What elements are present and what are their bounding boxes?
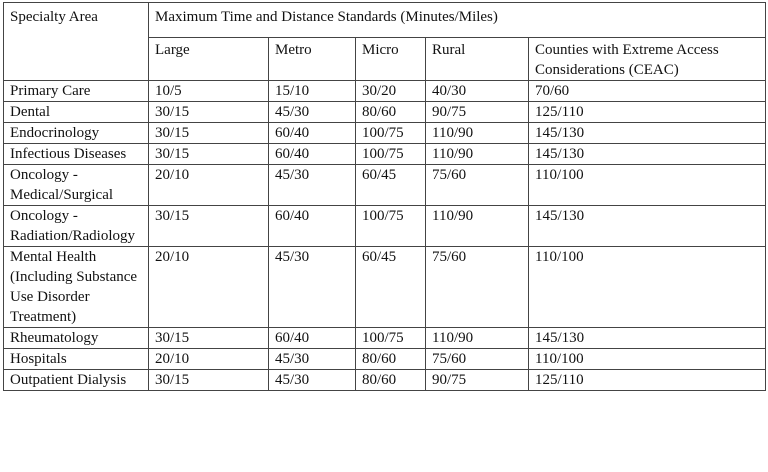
standard-cell: 30/15	[148, 122, 269, 144]
standard-cell: 110/90	[425, 143, 529, 165]
specialty-cell: Rheumatology	[3, 327, 149, 349]
standard-cell: 40/30	[425, 80, 529, 102]
column-header: Rural	[425, 37, 529, 81]
standard-cell: 60/40	[268, 205, 356, 247]
standard-cell: 30/15	[148, 101, 269, 123]
specialty-cell: Infectious Diseases	[3, 143, 149, 165]
header-row: Specialty Area Maximum Time and Distance …	[3, 2, 767, 81]
column-header: Metro	[268, 37, 356, 81]
header-row: Large Metro Micro Rural Counties with Extrem…	[4, 37, 767, 81]
standard-cell: 110/90	[425, 205, 529, 247]
standard-cell: 10/5	[148, 80, 269, 102]
standard-cell: 60/45	[355, 164, 426, 206]
specialty-cell: Hospitals	[3, 348, 149, 370]
standard-cell: 100/75	[355, 122, 426, 144]
header-cell: Specialty Area	[3, 2, 149, 81]
standard-cell: 60/40	[268, 143, 356, 165]
standard-cell: 45/30	[268, 164, 356, 206]
standard-cell: 30/15	[148, 205, 269, 247]
specialty-cell: Mental Health (Including Substance Use D…	[3, 246, 149, 328]
specialty-cell: Oncology - Radiation/Radiology	[3, 205, 149, 247]
table-row: Endocrinology 30/15 60/40 100/75 110/90 145/1…	[3, 122, 767, 144]
standard-cell: 15/10	[268, 80, 356, 102]
standard-cell: 60/40	[268, 122, 356, 144]
standard-cell: 30/20	[355, 80, 426, 102]
standard-cell: 145/130	[527, 122, 767, 144]
standard-cell: 80/60	[355, 101, 426, 123]
table-row: Oncology - Medical/Surgical 20/10 45/30 60/…	[3, 164, 767, 206]
standard-cell: 100/75	[355, 205, 426, 247]
standard-cell: 75/60	[425, 348, 529, 370]
table-row: Outpatient Dialysis 30/15 45/30 80/60 90/75 1…	[3, 369, 767, 391]
standard-cell: 145/130	[527, 327, 767, 349]
standard-cell: 145/130	[527, 205, 767, 247]
standard-cell: 110/100	[527, 164, 767, 206]
standard-cell: 45/30	[268, 246, 356, 328]
standard-cell: 100/75	[355, 327, 426, 349]
column-header: Large	[148, 37, 269, 81]
standards-table: Specialty Area Maximum Time and Distance …	[3, 2, 767, 391]
standard-cell: 110/100	[527, 246, 767, 328]
standard-cell: 90/75	[425, 101, 529, 123]
standard-cell: 90/75	[425, 369, 529, 391]
specialty-cell: Outpatient Dialysis	[3, 369, 149, 391]
standard-cell: 110/90	[425, 327, 529, 349]
standard-cell: 45/30	[268, 369, 356, 391]
table-row: Rheumatology 30/15 60/40 100/75 110/90 145/13…	[3, 327, 767, 349]
standard-cell: 30/15	[148, 327, 269, 349]
header-cell: Maximum Time and Distance Standards (Min…	[147, 2, 767, 38]
standard-cell: 75/60	[425, 246, 529, 328]
table-row: Hospitals 20/10 45/30 80/60 75/60 110/100	[3, 348, 767, 370]
standard-cell: 20/10	[148, 246, 269, 328]
standard-cell: 70/60	[527, 80, 767, 102]
table-row: Oncology - Radiation/Radiology 30/15 60/40…	[3, 205, 767, 247]
standard-cell: 75/60	[425, 164, 529, 206]
standard-cell: 60/45	[355, 246, 426, 328]
specialty-cell: Endocrinology	[3, 122, 149, 144]
standard-cell: 80/60	[355, 348, 426, 370]
standard-cell: 110/90	[425, 122, 529, 144]
standard-cell: 80/60	[355, 369, 426, 391]
standard-cell: 125/110	[527, 369, 767, 391]
standard-cell: 110/100	[527, 348, 767, 370]
standard-cell: 125/110	[527, 101, 767, 123]
table-row: Dental 30/15 45/30 80/60 90/75 125/110	[3, 101, 767, 123]
standard-cell: 20/10	[148, 348, 269, 370]
standard-cell: 145/130	[527, 143, 767, 165]
table-row: Primary Care 10/5 15/10 30/20 40/30 70/60	[3, 80, 767, 102]
column-header: Micro	[355, 37, 426, 81]
table-row: Mental Health (Including Substance Use D…	[3, 246, 767, 328]
standard-cell: 45/30	[268, 101, 356, 123]
standard-cell: 30/15	[148, 143, 269, 165]
specialty-cell: Dental	[3, 101, 149, 123]
standard-cell: 30/15	[148, 369, 269, 391]
specialty-cell: Primary Care	[3, 80, 149, 102]
table-row: Infectious Diseases 30/15 60/40 100/75 110/9…	[3, 143, 767, 165]
specialty-cell: Oncology - Medical/Surgical	[3, 164, 149, 206]
standard-cell: 100/75	[355, 143, 426, 165]
standard-cell: 20/10	[148, 164, 269, 206]
standard-cell: 45/30	[268, 348, 356, 370]
column-header: Counties with Extreme Access Considerati…	[527, 37, 767, 81]
standard-cell: 60/40	[268, 327, 356, 349]
